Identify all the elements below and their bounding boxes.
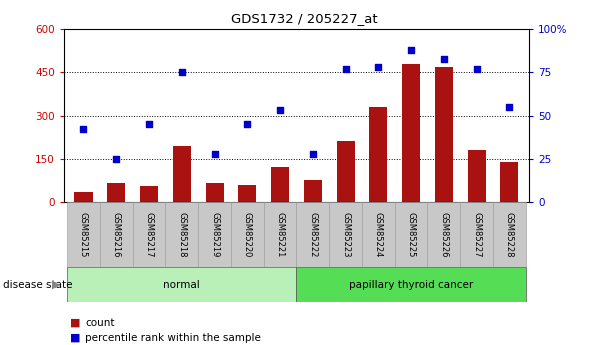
Bar (165, 202, 198, 267)
Bar (297, 267, 526, 302)
Bar (395, 202, 427, 267)
Text: disease state: disease state (3, 280, 72, 289)
Bar (67, 267, 297, 302)
Point (340, 66, 350, 72)
Bar (362, 202, 395, 267)
Text: GSM85224: GSM85224 (374, 212, 383, 257)
Text: ▶: ▶ (52, 280, 61, 289)
Bar (435, 67, 453, 202)
Text: GDS1732 / 205227_at: GDS1732 / 205227_at (230, 12, 378, 25)
Text: GSM85215: GSM85215 (79, 212, 88, 257)
Bar (67, 202, 100, 267)
Text: GSM85228: GSM85228 (505, 212, 514, 257)
Point (243, 121, 252, 127)
Text: GSM85219: GSM85219 (210, 212, 219, 257)
Bar (336, 141, 354, 202)
Bar (369, 107, 387, 202)
Bar (231, 202, 264, 267)
Point (78, 127, 88, 132)
Text: GSM85221: GSM85221 (275, 212, 285, 257)
Bar (173, 146, 191, 202)
Bar (238, 185, 257, 202)
Text: ■: ■ (70, 333, 80, 343)
Text: GSM85217: GSM85217 (145, 212, 153, 257)
Bar (107, 183, 125, 202)
Bar (402, 64, 420, 202)
Bar (297, 202, 329, 267)
Bar (75, 192, 92, 202)
Point (505, 104, 514, 110)
Point (111, 156, 121, 161)
Bar (493, 202, 526, 267)
Text: papillary thyroid cancer: papillary thyroid cancer (349, 280, 473, 289)
Bar (329, 202, 362, 267)
Point (210, 151, 219, 156)
Bar (198, 202, 231, 267)
Bar (264, 202, 297, 267)
Point (308, 151, 317, 156)
Text: GSM85227: GSM85227 (472, 212, 481, 257)
Bar (460, 202, 493, 267)
Bar (100, 202, 133, 267)
Text: GSM85216: GSM85216 (112, 212, 121, 257)
Bar (271, 167, 289, 202)
Point (406, 47, 416, 53)
Point (472, 66, 482, 72)
Bar (206, 183, 224, 202)
Text: percentile rank within the sample: percentile rank within the sample (85, 333, 261, 343)
Bar (140, 186, 158, 202)
Text: GSM85223: GSM85223 (341, 212, 350, 257)
Text: GSM85225: GSM85225 (407, 212, 415, 257)
Bar (133, 202, 165, 267)
Point (275, 108, 285, 113)
Text: GSM85222: GSM85222 (308, 212, 317, 257)
Point (177, 70, 187, 75)
Text: ■: ■ (70, 318, 80, 327)
Bar (500, 161, 518, 202)
Point (439, 56, 449, 61)
Point (373, 65, 383, 70)
Point (144, 121, 154, 127)
Text: GSM85218: GSM85218 (178, 212, 186, 257)
Text: normal: normal (164, 280, 200, 289)
Bar (468, 150, 486, 202)
Text: count: count (85, 318, 115, 327)
Text: GSM85220: GSM85220 (243, 212, 252, 257)
Bar (304, 180, 322, 202)
Bar (427, 202, 460, 267)
Text: GSM85226: GSM85226 (440, 212, 448, 257)
